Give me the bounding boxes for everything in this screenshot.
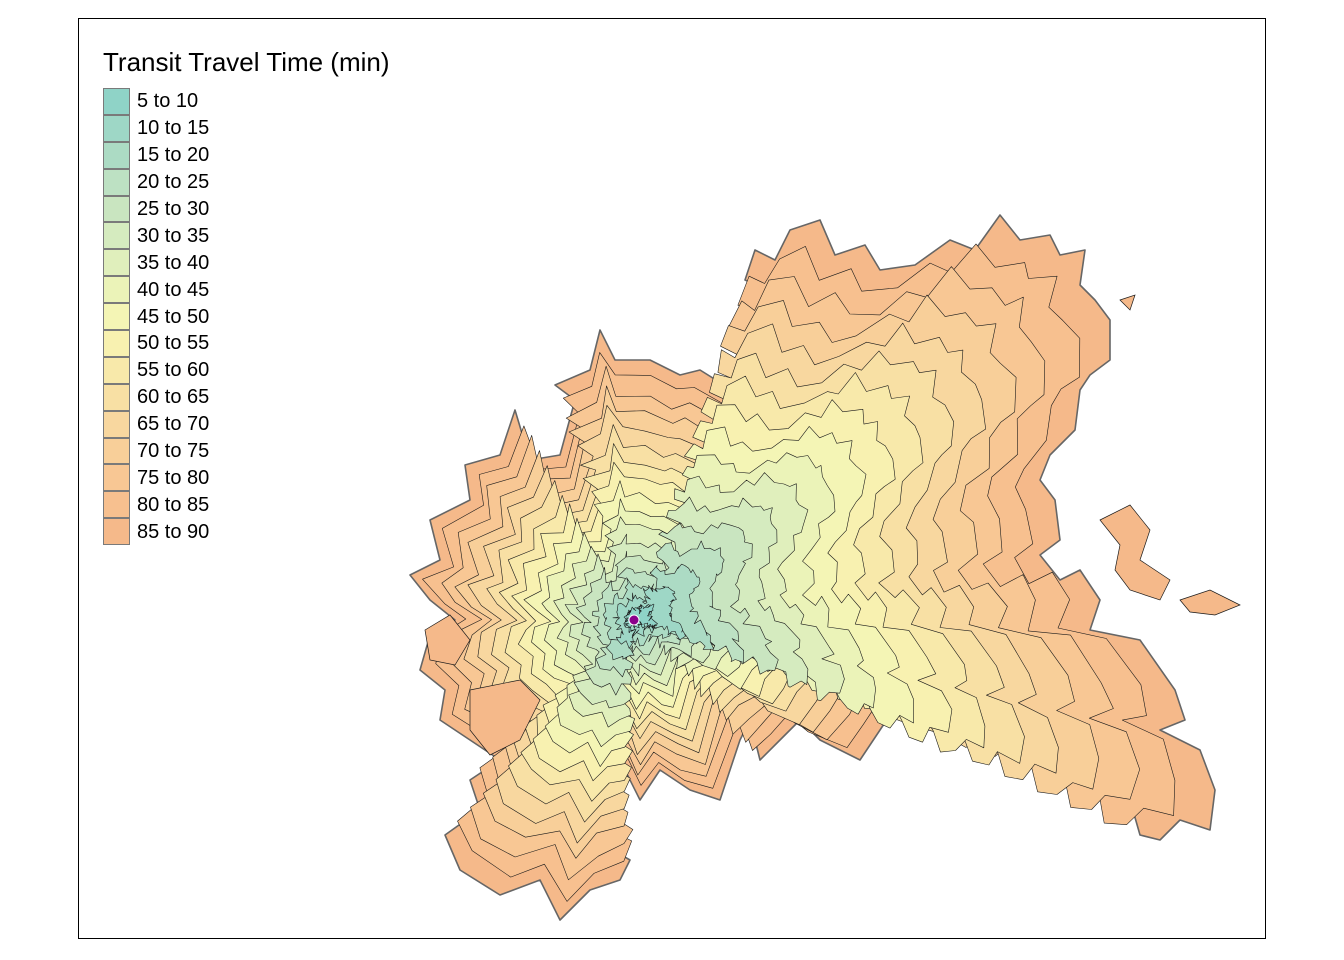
legend-item: 25 to 30 [103, 195, 390, 223]
legend-item: 75 to 80 [103, 464, 390, 492]
legend-item: 55 to 60 [103, 356, 390, 384]
legend-label: 35 to 40 [137, 251, 210, 274]
origin-point [628, 614, 640, 626]
legend-swatch [103, 88, 130, 115]
legend-item: 50 to 55 [103, 330, 390, 357]
legend-label: 75 to 80 [137, 466, 210, 489]
legend-label: 45 to 50 [137, 305, 210, 328]
legend-label: 40 to 45 [137, 278, 210, 301]
legend-label: 70 to 75 [137, 440, 210, 463]
legend-item: 30 to 35 [103, 222, 390, 250]
legend-item: 60 to 65 [103, 383, 390, 411]
legend-swatch [103, 330, 130, 357]
isochrone-fragment [1179, 589, 1241, 616]
legend-item: 5 to 10 [103, 88, 390, 115]
isochrone-fragment [424, 614, 471, 666]
legend-label: 85 to 90 [137, 520, 210, 543]
legend-title: Transit Travel Time (min) [103, 47, 390, 77]
legend-label: 15 to 20 [137, 144, 210, 167]
legend-item: 85 to 90 [103, 518, 390, 546]
isochrone-fragment [1099, 504, 1171, 601]
legend-item: 10 to 15 [103, 114, 390, 142]
isochrone-band [623, 603, 658, 633]
isochrone-polygons [409, 214, 1241, 921]
legend-label: 80 to 85 [137, 493, 210, 516]
legend-item: 80 to 85 [103, 491, 390, 519]
legend-label: 5 to 10 [137, 90, 199, 113]
isochrone-fragment [1119, 294, 1136, 311]
legend-label: 20 to 25 [137, 171, 210, 194]
legend-item: 20 to 25 [103, 168, 390, 196]
legend-swatch [103, 141, 130, 169]
legend-item: 15 to 20 [103, 141, 390, 169]
legend-swatch [103, 410, 130, 438]
legend-swatch [103, 356, 130, 384]
legend-swatch [103, 114, 130, 142]
legend-swatch [103, 518, 130, 546]
legend-item: 35 to 40 [103, 249, 390, 277]
legend-swatch [103, 491, 130, 519]
isochrone-fragment [469, 679, 541, 756]
legend-label: 50 to 55 [137, 332, 210, 355]
legend-swatch [103, 168, 130, 196]
legend-swatch [103, 249, 130, 277]
legend-items: 5 to 10 10 to 15 15 to 20 20 to 25 25 to 30 3… [103, 88, 390, 546]
legend-item: 40 to 45 [103, 276, 390, 304]
legend-swatch [103, 464, 130, 492]
legend-swatch [103, 222, 130, 250]
legend-item: 70 to 75 [103, 437, 390, 465]
legend-swatch [103, 383, 130, 411]
legend-label: 25 to 30 [137, 198, 210, 220]
legend-swatch [103, 303, 130, 331]
legend-label: 65 to 70 [137, 413, 210, 436]
legend: Transit Travel Time (min) 5 to 10 10 to 1… [103, 46, 390, 546]
legend-swatch [103, 276, 130, 304]
legend-swatch [103, 437, 130, 465]
legend-label: 60 to 65 [137, 386, 210, 409]
legend-swatch [103, 195, 130, 223]
legend-item: 45 to 50 [103, 303, 390, 331]
legend-label: 10 to 15 [137, 117, 210, 140]
legend-item: 65 to 70 [103, 410, 390, 438]
legend-label: 55 to 60 [137, 359, 210, 382]
legend-label: 30 to 35 [137, 224, 210, 247]
